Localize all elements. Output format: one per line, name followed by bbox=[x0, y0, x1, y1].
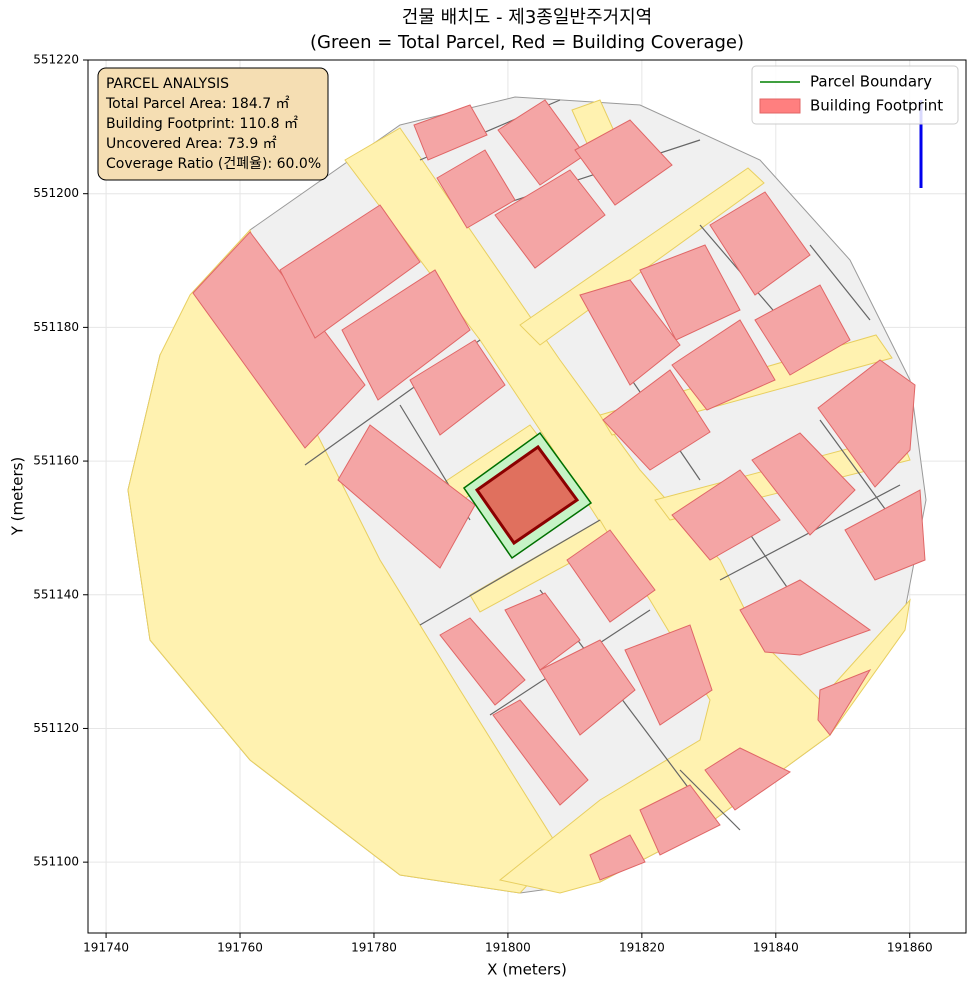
legend-label: Parcel Boundary bbox=[810, 73, 932, 91]
legend bbox=[751, 65, 959, 125]
y-tick-label: 551160 bbox=[33, 454, 79, 468]
legend-entries: Parcel Boundary Building Footprint bbox=[759, 73, 943, 115]
road bbox=[519, 167, 765, 346]
site-plan bbox=[127, 96, 927, 894]
legend-swatch bbox=[759, 98, 801, 114]
building-footprint bbox=[474, 444, 580, 546]
annotation-box bbox=[97, 67, 329, 181]
annotation-line: Building Footprint: 110.8 ㎡ bbox=[106, 116, 298, 132]
buildings bbox=[192, 99, 926, 881]
x-axis-label: X (meters) bbox=[487, 961, 567, 979]
legend-label: Building Footprint bbox=[810, 97, 943, 115]
x-tick-label: 191820 bbox=[619, 941, 665, 955]
plot-frame bbox=[87, 59, 967, 934]
y-tick-label: 551200 bbox=[33, 186, 79, 200]
x-tick-label: 191760 bbox=[217, 941, 263, 955]
annotation-line: Uncovered Area: 73.9 ㎡ bbox=[106, 136, 277, 152]
chart-subtitle: (Green = Total Parcel, Red = Building Co… bbox=[310, 32, 744, 53]
chart-title: 건물 배치도 - 제3종일반주거지역 bbox=[402, 7, 652, 28]
y-tick-label: 551180 bbox=[33, 320, 79, 334]
x-tick-label: 191800 bbox=[485, 941, 531, 955]
y-tick-label: 551100 bbox=[33, 855, 79, 869]
annotation-line: Coverage Ratio (건폐율): 60.0% bbox=[106, 156, 321, 172]
annotation-line: Total Parcel Area: 184.7 ㎡ bbox=[105, 96, 290, 112]
y-tick-label: 551140 bbox=[33, 587, 79, 601]
y-axis-label: Y (meters) bbox=[9, 457, 27, 537]
x-tick-label: 191780 bbox=[351, 941, 397, 955]
y-tick-label: 551220 bbox=[33, 53, 79, 67]
y-tick-label: 551120 bbox=[33, 721, 79, 735]
annotation: PARCEL ANALYSIS Total Parcel Area: 184.7 … bbox=[105, 76, 321, 172]
x-tick-label: 191740 bbox=[83, 941, 129, 955]
axes: 191740 191760 191780 191800 191820 191840 1918… bbox=[33, 53, 932, 955]
x-tick-label: 191840 bbox=[753, 941, 799, 955]
x-tick-label: 191860 bbox=[887, 941, 933, 955]
annotation-line: PARCEL ANALYSIS bbox=[106, 76, 229, 92]
